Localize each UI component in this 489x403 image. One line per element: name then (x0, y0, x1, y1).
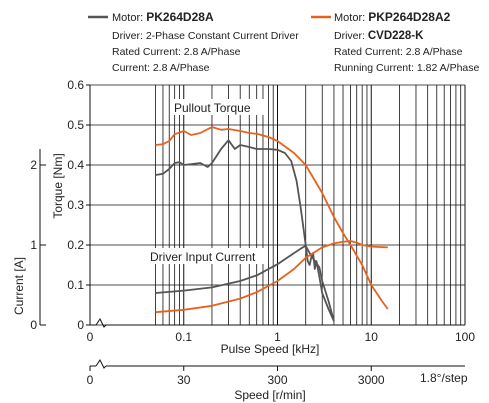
legend-right-rated-current: Rated Current: 2.8 A/Phase (334, 46, 463, 58)
grid (90, 84, 466, 326)
y-tick-label-current: 2 (30, 158, 37, 172)
x-axis-pulse-speed-label: Pulse Speed [kHz] (221, 342, 320, 356)
y-tick-label-torque: 0.4 (67, 158, 84, 172)
x-tick-label: 10 (365, 330, 379, 344)
x-tick-label: 100 (455, 330, 475, 344)
driver-current-label-bg (148, 248, 268, 264)
legend-right-motor-prefix: Motor: (334, 12, 368, 24)
y-axis-current-label: Current [A] (12, 257, 26, 315)
legend-left: Motor: PK264D28A Driver: 2-Phase Constan… (88, 10, 299, 74)
y-tick-label-torque: 0.3 (67, 198, 84, 212)
step-angle-label: 1.8°/step (420, 371, 468, 385)
legend-left-motor-name: PK264D28A (146, 10, 214, 24)
legend-left-motor-prefix: Motor: (112, 12, 146, 24)
legend-right-running-current: Running Current: 1.82 A/Phase (334, 62, 480, 74)
series-layer (155, 126, 389, 322)
x-tick-label: 1 (274, 330, 281, 344)
axes: 0 0.1 0.2 0.3 0.4 0.5 0.6 0 1 2 0 0.1 1 10 100 0 30 300 30… (30, 78, 475, 387)
legend-right-driver-prefix: Driver: (334, 30, 368, 42)
speed-tick-label: 0 (87, 373, 94, 387)
pullout-label-bg (172, 99, 264, 115)
y-tick-label-current: 0 (30, 318, 37, 332)
speed-tick-label: 300 (267, 373, 287, 387)
speed-tick-label: 30 (177, 373, 191, 387)
x-tick-label: 0.1 (175, 330, 192, 344)
y-tick-label-torque: 0.1 (67, 278, 84, 292)
y-tick-label-current: 1 (30, 238, 37, 252)
legend-right-motor-name: PKP264D28A2 (368, 10, 450, 24)
speed-axis-break (95, 359, 107, 369)
series-line-dark-current (155, 244, 335, 322)
y-tick-label-torque: 0.2 (67, 238, 84, 252)
y-tick-label-torque: 0 (77, 318, 84, 332)
driver-input-current-label: Driver Input Current (150, 250, 256, 264)
y-tick-label-torque: 0.5 (67, 118, 84, 132)
x-tick-label: 0 (87, 330, 94, 344)
legend-left-driver: Driver: 2-Phase Constant Current Driver (112, 30, 299, 42)
legend-right-driver-name: CVD228-K (368, 30, 424, 42)
series-line-orange-current (155, 240, 388, 314)
legend-left-rated-current: Rated Current: 2.8 A/Phase (112, 46, 241, 58)
y-axis-torque-label: Torque [Nm] (51, 153, 65, 218)
legend-right: Motor: PKP264D28A2 Driver: CVD228-K Rate… (311, 10, 480, 74)
legend-left-motor-line: Motor: PK264D28A (112, 10, 214, 24)
legend-right-driver-line: Driver: CVD228-K (334, 30, 424, 42)
pullout-torque-label: Pullout Torque (174, 101, 251, 115)
legend-left-current: Current: 2.8 A/Phase (112, 62, 210, 74)
speed-tick-label: 3000 (358, 373, 385, 387)
x-axis-break (95, 318, 107, 328)
y-tick-label-torque: 0.6 (67, 78, 84, 92)
series-line-orange-torque (155, 126, 389, 310)
legend-right-motor-line: Motor: PKP264D28A2 (334, 10, 451, 24)
x-axis-speed-label: Speed [r/min] (234, 388, 305, 402)
